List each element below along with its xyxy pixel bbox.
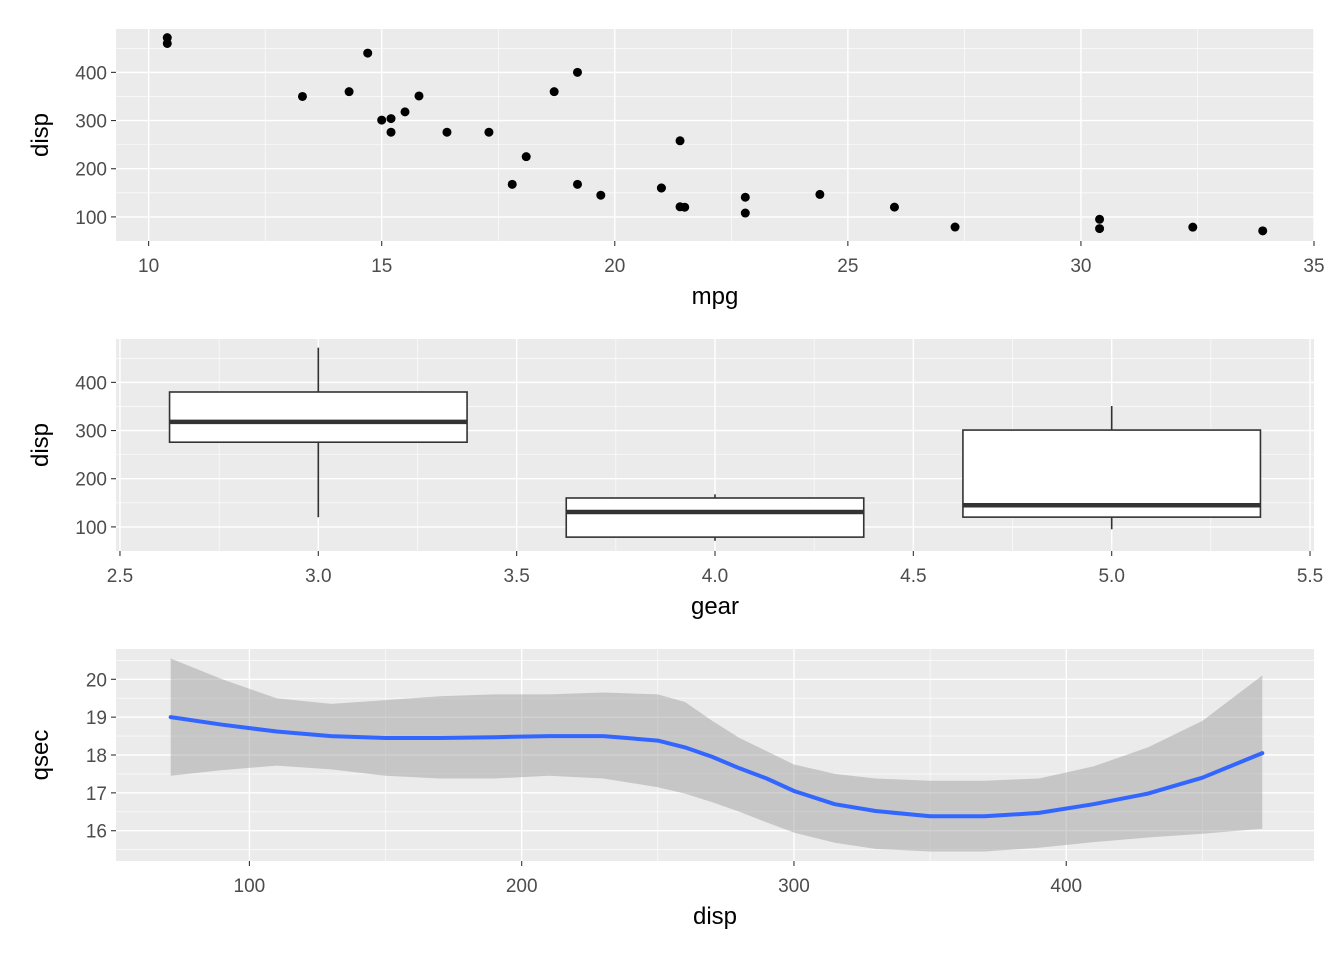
data-point	[400, 107, 410, 117]
x-axis-title: gear	[691, 593, 739, 620]
confidence-ribbon	[170, 658, 1263, 852]
data-point	[507, 179, 517, 189]
y-tick-label: 400	[75, 373, 107, 394]
y-tick-label: 300	[75, 422, 107, 443]
data-point	[297, 91, 307, 101]
data-point	[1258, 226, 1268, 236]
data-point	[386, 114, 396, 124]
y-tick-label: 100	[75, 518, 107, 539]
data-point	[521, 152, 531, 162]
x-tick-label: 2.5	[107, 566, 133, 587]
scatter-panel-mpg-disp: 10 15 20 25 30 35 100 200 300 400 mpg disp	[27, 29, 1325, 310]
y-tick-label: 19	[86, 708, 107, 729]
x-tick-label: 4.5	[900, 566, 926, 587]
y-axis-title: qsec	[27, 730, 54, 781]
x-tick-label: 15	[371, 256, 392, 277]
y-tick-label: 300	[75, 112, 107, 133]
y-tick-label: 200	[75, 160, 107, 181]
x-tick-label: 300	[778, 876, 810, 897]
x-tick-label: 20	[604, 256, 625, 277]
data-point	[572, 179, 582, 189]
data-point	[386, 127, 396, 137]
data-point	[675, 136, 685, 146]
data-point	[1188, 222, 1198, 232]
data-point	[162, 38, 172, 48]
data-point	[815, 189, 825, 199]
y-tick-label: 16	[86, 822, 107, 843]
x-tick-label: 100	[234, 876, 266, 897]
data-point	[1095, 214, 1105, 224]
x-tick-label: 400	[1050, 876, 1082, 897]
y-tick-label: 100	[75, 208, 107, 229]
x-tick-label: 5.5	[1297, 566, 1323, 587]
x-tick-label: 4.0	[702, 566, 728, 587]
data-point	[950, 222, 960, 232]
data-point	[740, 192, 750, 202]
data-point	[442, 127, 452, 137]
y-tick-label: 18	[86, 746, 107, 767]
data-point	[596, 190, 606, 200]
x-tick-label: 25	[837, 256, 858, 277]
data-point	[363, 48, 373, 58]
data-point	[484, 127, 494, 137]
boxplot-panel-gear-disp: 2.5 3.0 3.5 4.0 4.5 5.0 5.5 100 200 300 400 gear dis…	[27, 339, 1323, 620]
x-axis-title: disp	[693, 903, 737, 930]
box-iqr	[962, 429, 1262, 518]
x-tick-label: 10	[138, 256, 159, 277]
smooth-panel-disp-qsec: 100 200 300 400 16 17 18 19 20 disp qsec	[27, 649, 1314, 930]
y-tick-label: 400	[75, 63, 107, 84]
data-point	[377, 115, 387, 125]
x-tick-label: 5.0	[1098, 566, 1124, 587]
data-point	[344, 87, 354, 97]
data-point	[889, 202, 899, 212]
data-point	[1095, 224, 1105, 234]
x-tick-label: 30	[1070, 256, 1091, 277]
x-tick-label: 3.0	[305, 566, 331, 587]
data-point	[414, 91, 424, 101]
y-tick-label: 200	[75, 470, 107, 491]
y-tick-label: 17	[86, 784, 107, 805]
y-tick-label: 20	[86, 670, 107, 691]
x-tick-label: 35	[1303, 256, 1324, 277]
x-tick-label: 200	[506, 876, 538, 897]
box-iqr	[565, 497, 865, 538]
y-axis-title: disp	[27, 423, 54, 467]
data-point	[675, 202, 685, 212]
x-axis-title: mpg	[692, 283, 739, 310]
x-tick-label: 3.5	[503, 566, 529, 587]
data-point	[656, 183, 666, 193]
data-point	[549, 87, 559, 97]
panel-background	[116, 29, 1314, 241]
data-point	[740, 208, 750, 218]
data-point	[572, 67, 582, 77]
y-axis-title: disp	[27, 113, 54, 157]
smooth-line	[168, 715, 1265, 819]
box-iqr	[168, 391, 468, 444]
